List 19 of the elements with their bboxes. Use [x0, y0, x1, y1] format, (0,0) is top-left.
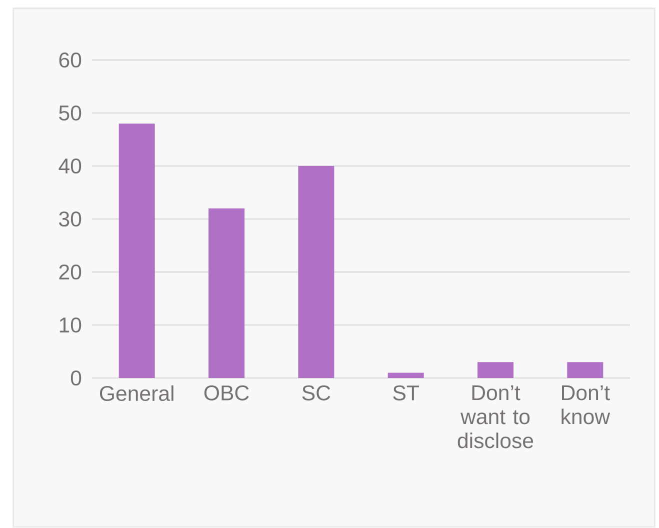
- x-tick-label: OBC: [204, 386, 249, 401]
- x-tick-label: Don’t want to disclose: [458, 386, 534, 448]
- bar: [118, 124, 155, 378]
- bar: [477, 362, 514, 378]
- x-tick-label: ST: [393, 386, 419, 401]
- y-tick-label: 10: [60, 318, 82, 333]
- bar: [388, 372, 424, 378]
- y-tick-label: 30: [59, 212, 82, 227]
- y-tick-label: 0: [70, 370, 82, 386]
- bar: [298, 166, 334, 378]
- bar: [208, 208, 245, 378]
- y-tick-label: 50: [59, 106, 82, 121]
- bar: [567, 362, 604, 378]
- y-tick-label: 40: [58, 158, 82, 174]
- x-tick-label: SC: [302, 386, 330, 401]
- x-tick-label: General: [100, 386, 174, 402]
- y-tick-label: 20: [59, 264, 82, 280]
- x-tick-label: Don’t know: [562, 386, 610, 424]
- y-tick-label: 60: [59, 52, 82, 68]
